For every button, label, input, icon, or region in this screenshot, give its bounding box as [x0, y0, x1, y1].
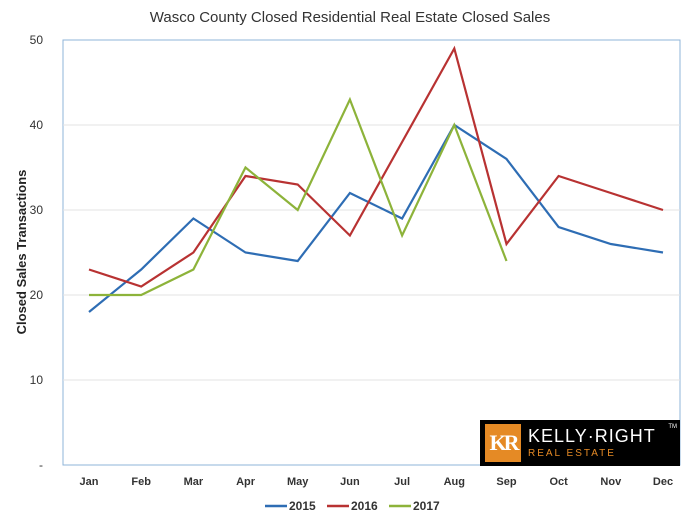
- x-tick-label: Nov: [600, 476, 622, 488]
- y-tick-label: 40: [30, 118, 44, 132]
- x-tick-label: May: [287, 476, 309, 488]
- kr-logo-letters: KR: [489, 430, 520, 455]
- x-tick-label: Jun: [340, 476, 360, 488]
- kelly-right-logo: KR KELLY·RIGHT REAL ESTATE TM: [480, 420, 680, 466]
- legend: 2015 2016 2017: [265, 499, 440, 513]
- x-tick-label: Feb: [131, 476, 151, 488]
- gridlines: [63, 124, 680, 381]
- x-tick-label: Apr: [236, 476, 256, 488]
- legend-label-2017: 2017: [413, 499, 440, 513]
- x-axis-ticks: Jan Feb Mar Apr May Jun Jul Aug Sep Oct Nov Dec: [80, 476, 674, 488]
- y-tick-label: 30: [30, 203, 44, 217]
- logo-name: KELLY·RIGHT: [528, 426, 656, 446]
- logo-trademark: TM: [668, 424, 677, 430]
- series-lines: [88, 45, 664, 313]
- legend-label-2015: 2015: [289, 499, 316, 513]
- y-axis-ticks: - 10 20 30 40 50: [30, 33, 44, 472]
- y-axis-label: Closed Sales Transactions: [14, 170, 29, 335]
- x-tick-label: Aug: [444, 476, 465, 488]
- x-tick-label: Jul: [394, 476, 410, 488]
- plot-area: [62, 39, 681, 466]
- y-tick-label: 10: [30, 373, 44, 387]
- chart-title: Wasco County Closed Residential Real Est…: [150, 9, 550, 26]
- x-tick-label: Mar: [184, 476, 204, 488]
- y-tick-label: -: [39, 458, 43, 472]
- legend-label-2016: 2016: [351, 499, 378, 513]
- x-tick-label: Jan: [80, 476, 99, 488]
- y-tick-label: 50: [30, 33, 44, 47]
- y-tick-label: 20: [30, 288, 44, 302]
- x-tick-label: Oct: [549, 476, 568, 488]
- kr-logo-mark: KR: [485, 424, 521, 462]
- logo-subtitle: REAL ESTATE: [528, 448, 616, 459]
- x-tick-label: Sep: [496, 476, 516, 488]
- x-tick-label: Dec: [653, 476, 673, 488]
- series-line-2015: [88, 123, 664, 313]
- series-line-2016: [88, 45, 664, 288]
- series-line-2017: [89, 96, 508, 297]
